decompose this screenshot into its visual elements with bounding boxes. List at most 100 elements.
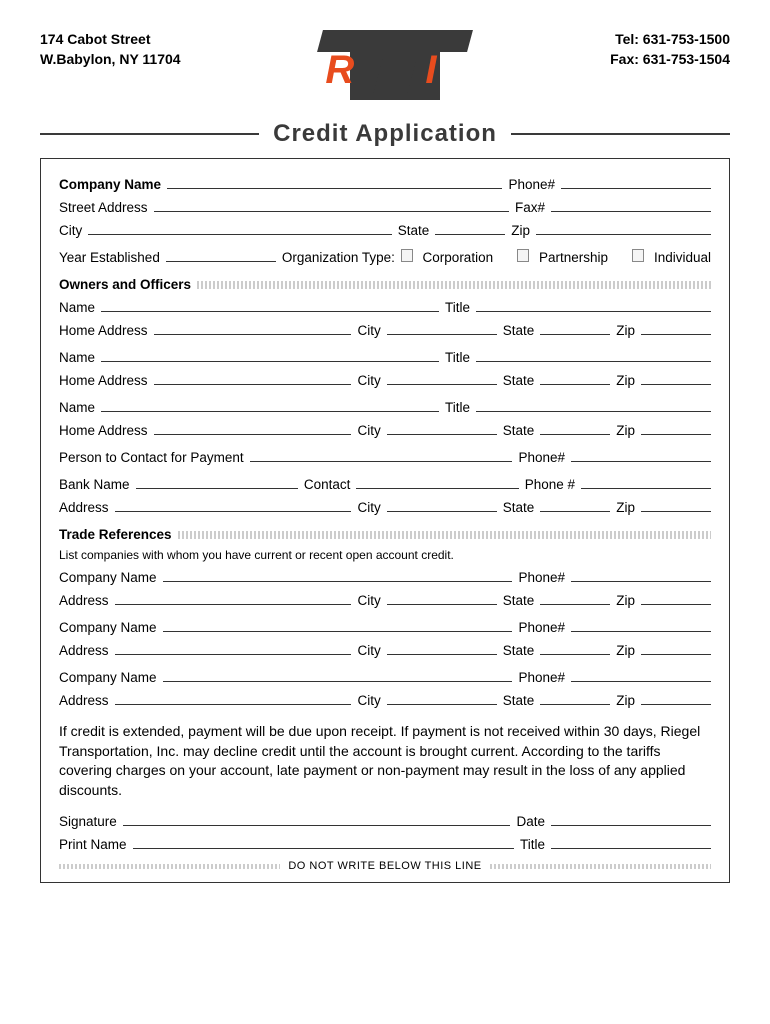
owner2-addr-field[interactable] — [154, 371, 352, 385]
owner3-state-label: State — [503, 423, 535, 438]
trade2-addr-field[interactable] — [115, 641, 352, 655]
owner2-city-field[interactable] — [387, 371, 497, 385]
contact-phone-label: Phone# — [518, 450, 565, 465]
phone-field[interactable] — [561, 175, 711, 189]
owner1-name-field[interactable] — [101, 298, 439, 312]
owner1-zip-field[interactable] — [641, 321, 711, 335]
footer-line: DO NOT WRITE BELOW THIS LINE — [59, 860, 711, 872]
bank-city-field[interactable] — [387, 498, 497, 512]
bank-addr-field[interactable] — [115, 498, 352, 512]
trade1-zip-label: Zip — [616, 593, 635, 608]
owner2-state-label: State — [503, 373, 535, 388]
trade3-city-field[interactable] — [387, 691, 497, 705]
trade2-state-field[interactable] — [540, 641, 610, 655]
trade3-phone-field[interactable] — [571, 668, 711, 682]
owner2-state-field[interactable] — [540, 371, 610, 385]
trade2-company-field[interactable] — [163, 618, 513, 632]
trade3-state-field[interactable] — [540, 691, 610, 705]
fax-field[interactable] — [551, 198, 711, 212]
owner1-state-label: State — [503, 323, 535, 338]
owner1-title-field[interactable] — [476, 298, 711, 312]
owner3-state-field[interactable] — [540, 421, 610, 435]
trade3-addr-field[interactable] — [115, 691, 352, 705]
logo-i: I — [425, 48, 436, 93]
footer-text: DO NOT WRITE BELOW THIS LINE — [280, 860, 489, 872]
fax-label: Fax# — [515, 200, 545, 215]
partnership-checkbox[interactable] — [517, 249, 529, 262]
trade1-zip-field[interactable] — [641, 591, 711, 605]
signature-field[interactable] — [123, 812, 511, 826]
owner3-addr-field[interactable] — [154, 421, 352, 435]
owner1-city-label: City — [357, 323, 380, 338]
trade2-state-label: State — [503, 643, 535, 658]
trade3-company-field[interactable] — [163, 668, 513, 682]
owner3-name-field[interactable] — [101, 398, 439, 412]
owner1-state-field[interactable] — [540, 321, 610, 335]
trade2-city-label: City — [357, 643, 380, 658]
header: 174 Cabot Street W.Babylon, NY 11704 R I… — [40, 30, 730, 100]
trade2-zip-field[interactable] — [641, 641, 711, 655]
title-row: Credit Application — [40, 120, 730, 148]
date-field[interactable] — [551, 812, 711, 826]
bank-contact-label: Contact — [304, 477, 351, 492]
bank-contact-field[interactable] — [356, 475, 518, 489]
header-contact: Tel: 631-753-1500 Fax: 631-753-1504 — [610, 30, 730, 69]
zip-label: Zip — [511, 223, 530, 238]
street-address-label: Street Address — [59, 200, 148, 215]
trade2-phone-field[interactable] — [571, 618, 711, 632]
city-field[interactable] — [88, 221, 391, 235]
trade3-addr-label: Address — [59, 693, 109, 708]
trade3-state-label: State — [503, 693, 535, 708]
owner3-zip-field[interactable] — [641, 421, 711, 435]
zip-field[interactable] — [536, 221, 711, 235]
company-name-label: Company Name — [59, 177, 161, 192]
trade1-addr-field[interactable] — [115, 591, 352, 605]
contact-person-field[interactable] — [250, 448, 513, 462]
trade1-phone-field[interactable] — [571, 568, 711, 582]
trade1-city-label: City — [357, 593, 380, 608]
corporation-checkbox[interactable] — [401, 249, 413, 262]
company-name-field[interactable] — [167, 175, 502, 189]
print-name-field[interactable] — [133, 835, 514, 849]
owner2-zip-field[interactable] — [641, 371, 711, 385]
owner2-name-field[interactable] — [101, 348, 439, 362]
owner3-city-field[interactable] — [387, 421, 497, 435]
owner2-city-label: City — [357, 373, 380, 388]
individual-checkbox[interactable] — [632, 249, 644, 262]
header-address: 174 Cabot Street W.Babylon, NY 11704 — [40, 30, 181, 69]
bank-state-label: State — [503, 500, 535, 515]
city-label: City — [59, 223, 82, 238]
bank-zip-label: Zip — [616, 500, 635, 515]
trade1-company-field[interactable] — [163, 568, 513, 582]
owner1-addr-field[interactable] — [154, 321, 352, 335]
date-label: Date — [516, 814, 545, 829]
owner3-title-field[interactable] — [476, 398, 711, 412]
year-est-label: Year Established — [59, 250, 160, 265]
bank-phone-field[interactable] — [581, 475, 711, 489]
print-name-label: Print Name — [59, 837, 127, 852]
street-address-field[interactable] — [154, 198, 509, 212]
trade3-city-label: City — [357, 693, 380, 708]
contact-phone-field[interactable] — [571, 448, 711, 462]
year-est-field[interactable] — [166, 248, 276, 262]
bank-name-field[interactable] — [136, 475, 298, 489]
owner1-addr-label: Home Address — [59, 323, 148, 338]
bank-zip-field[interactable] — [641, 498, 711, 512]
trade1-addr-label: Address — [59, 593, 109, 608]
state-field[interactable] — [435, 221, 505, 235]
bank-phone-label: Phone # — [525, 477, 575, 492]
trade2-city-field[interactable] — [387, 641, 497, 655]
owner3-zip-label: Zip — [616, 423, 635, 438]
trade1-city-field[interactable] — [387, 591, 497, 605]
trade1-state-field[interactable] — [540, 591, 610, 605]
owner2-title-field[interactable] — [476, 348, 711, 362]
signature-label: Signature — [59, 814, 117, 829]
bank-state-field[interactable] — [540, 498, 610, 512]
trade1-company-label: Company Name — [59, 570, 157, 585]
owner1-city-field[interactable] — [387, 321, 497, 335]
state-label: State — [398, 223, 430, 238]
owner1-zip-label: Zip — [616, 323, 635, 338]
form-box: Company Name Phone# Street Address Fax# … — [40, 158, 730, 883]
trade3-zip-field[interactable] — [641, 691, 711, 705]
sign-title-field[interactable] — [551, 835, 711, 849]
